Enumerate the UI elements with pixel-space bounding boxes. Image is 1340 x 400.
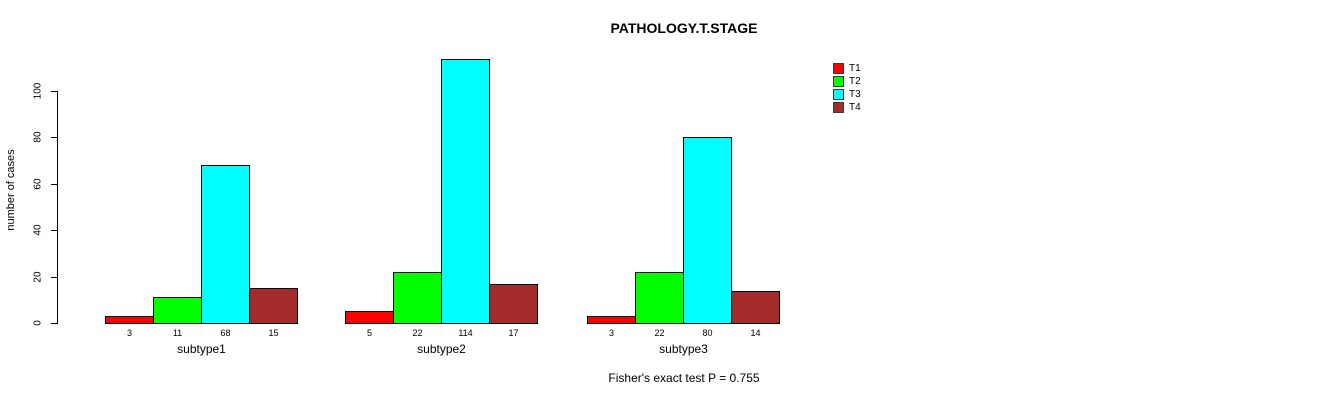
legend-swatch-T2 — [833, 76, 844, 87]
bar-value-T1-subtype1: 3 — [126, 328, 132, 338]
bar-value-T4-subtype1: 15 — [268, 328, 279, 338]
legend-label-T4: T4 — [849, 102, 861, 113]
legend-label-T2: T2 — [849, 76, 861, 87]
bar-value-T3-subtype2: 114 — [458, 328, 473, 338]
legend-swatch-T1 — [833, 63, 844, 74]
category-label-subtype1: subtype1 — [177, 342, 226, 356]
legend-label-T1: T1 — [849, 63, 861, 74]
bar-T2-subtype2 — [393, 272, 442, 324]
bar-T3-subtype3 — [683, 137, 732, 324]
legend-item-T4: T4 — [833, 101, 861, 114]
bar-value-T1-subtype2: 5 — [366, 328, 372, 338]
legend-label-T3: T3 — [849, 89, 861, 100]
bar-value-T2-subtype3: 22 — [654, 328, 665, 338]
bar-T2-subtype3 — [635, 272, 684, 324]
bar-value-T2-subtype2: 22 — [412, 328, 423, 338]
legend: T1 T2 T3 T4 — [833, 62, 861, 114]
legend-item-T1: T1 — [833, 62, 861, 75]
category-label-subtype3: subtype3 — [659, 342, 708, 356]
y-axis-line — [57, 91, 58, 324]
bar-value-T3-subtype3: 80 — [702, 328, 713, 338]
y-tick-80 — [51, 137, 58, 138]
bar-T4-subtype2 — [489, 284, 538, 324]
bar-value-T1-subtype3: 3 — [608, 328, 614, 338]
y-tick-100 — [51, 91, 58, 92]
bar-T4-subtype3 — [731, 291, 780, 324]
annotation-fisher-test: Fisher's exact test P = 0.755 — [608, 371, 760, 385]
bar-value-T2-subtype1: 11 — [172, 328, 183, 338]
chart-title: PATHOLOGY.T.STAGE — [610, 20, 758, 36]
bar-T2-subtype1 — [153, 297, 202, 324]
legend-swatch-T3 — [833, 89, 844, 100]
bar-value-T3-subtype1: 68 — [220, 328, 231, 338]
legend-item-T3: T3 — [833, 88, 861, 101]
legend-swatch-T4 — [833, 102, 844, 113]
category-label-subtype2: subtype2 — [417, 342, 466, 356]
bar-T3-subtype1 — [201, 165, 250, 324]
legend-item-T2: T2 — [833, 75, 861, 88]
y-tick-60 — [51, 184, 58, 185]
bar-T4-subtype1 — [249, 288, 298, 324]
bar-value-T4-subtype3: 14 — [750, 328, 761, 338]
bar-value-T4-subtype2: 17 — [508, 328, 519, 338]
bar-T3-subtype2 — [441, 59, 490, 324]
y-tick-0 — [51, 323, 58, 324]
y-tick-40 — [51, 230, 58, 231]
y-tick-20 — [51, 277, 58, 278]
